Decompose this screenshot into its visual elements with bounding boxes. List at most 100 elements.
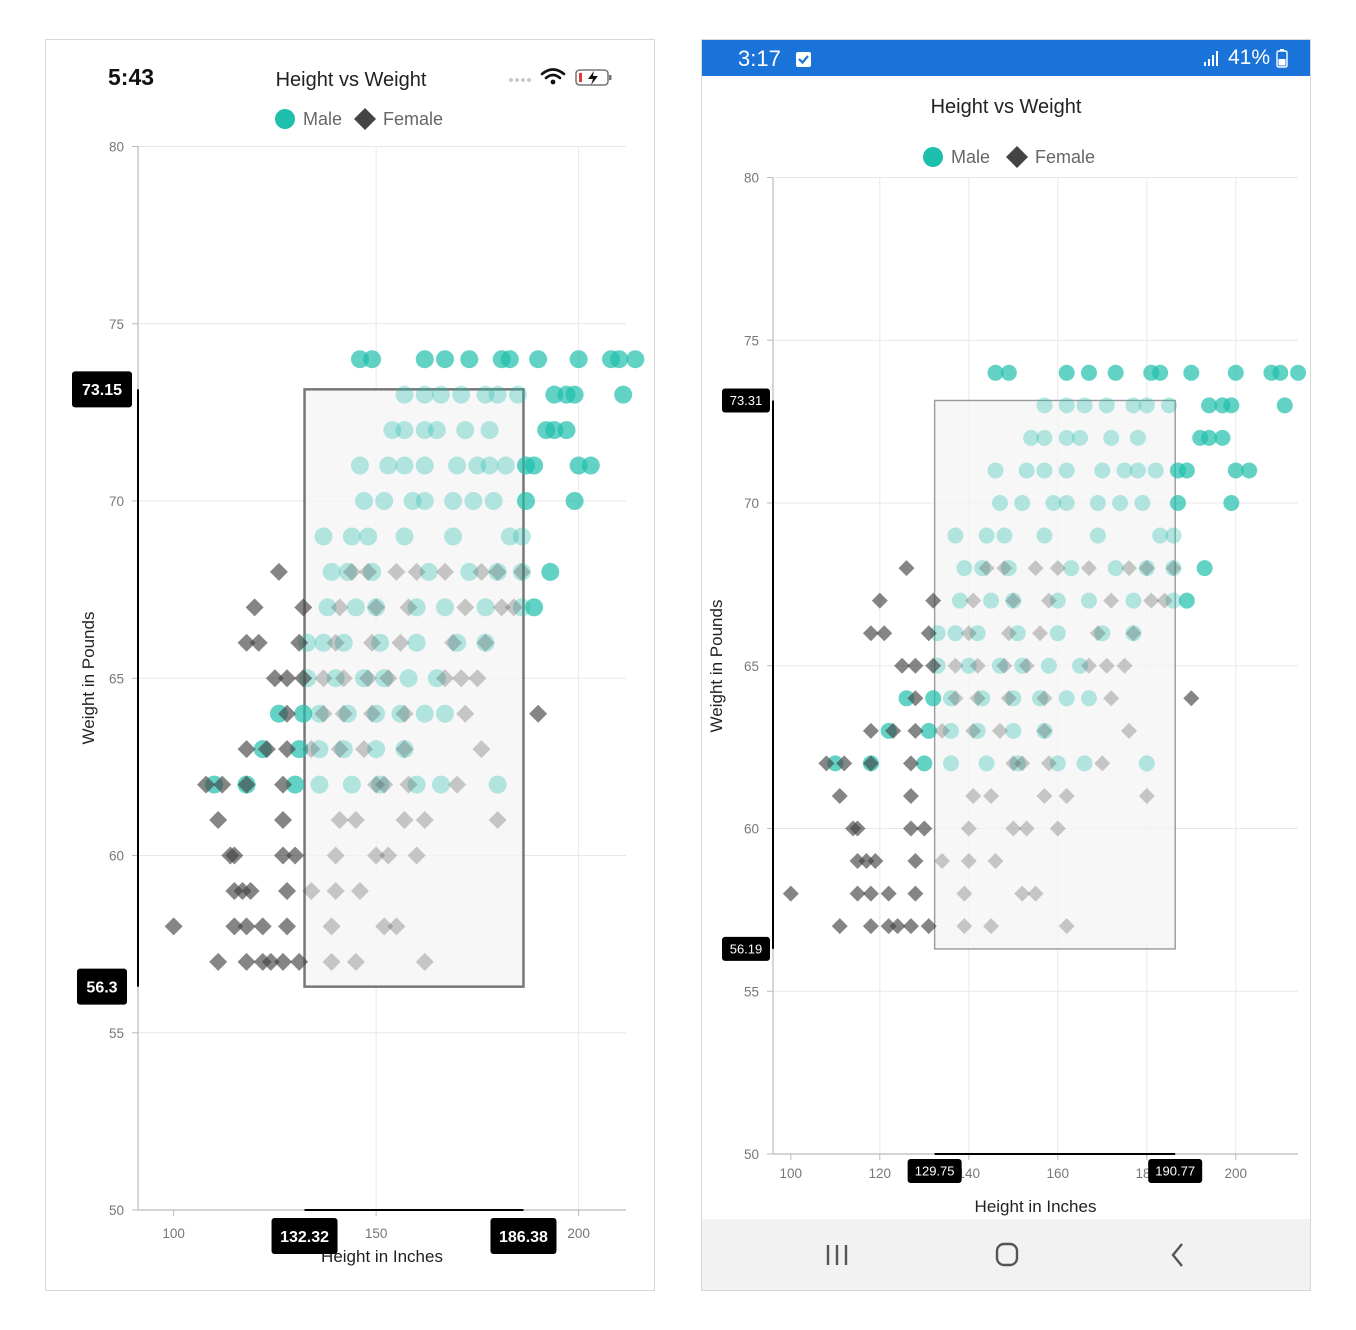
female-point[interactable] [907,690,924,707]
male-point[interactable] [1000,364,1017,381]
female-point[interactable] [934,853,951,870]
female-point[interactable] [1049,820,1066,837]
male-point[interactable] [1045,495,1062,511]
male-point[interactable] [947,625,964,642]
female-point[interactable] [363,633,382,652]
male-point[interactable] [367,704,386,723]
male-point[interactable] [1152,527,1169,544]
male-point[interactable] [565,492,584,510]
female-point[interactable] [468,669,487,688]
male-point[interactable] [1214,429,1231,446]
male-point[interactable] [496,456,515,475]
male-point[interactable] [827,755,844,772]
male-point[interactable] [500,527,519,546]
male-point[interactable] [614,385,633,404]
male-point[interactable] [1227,364,1244,381]
male-point[interactable] [391,704,410,723]
female-point[interactable] [1000,690,1017,707]
female-point[interactable] [488,811,507,830]
female-point[interactable] [862,885,879,902]
male-point[interactable] [1058,495,1075,511]
female-point[interactable] [925,592,942,609]
female-point[interactable] [960,820,977,837]
male-point[interactable] [448,456,467,475]
female-point[interactable] [818,755,835,772]
legend-male-marker[interactable] [923,147,943,167]
female-point[interactable] [947,690,964,707]
male-point[interactable] [1103,429,1120,446]
female-point[interactable] [225,846,244,865]
female-point[interactable] [1094,755,1111,772]
male-point[interactable] [354,492,373,510]
male-point[interactable] [1112,495,1129,511]
male-point[interactable] [464,492,483,510]
female-point[interactable] [302,740,321,759]
female-point[interactable] [278,704,297,723]
male-point[interactable] [395,527,414,546]
male-point[interactable] [452,385,471,404]
male-point[interactable] [929,625,946,642]
male-point[interactable] [1129,429,1146,446]
female-point[interactable] [245,598,264,617]
female-point[interactable] [314,704,333,723]
male-point[interactable] [431,385,450,404]
female-point[interactable] [1027,560,1044,577]
female-point[interactable] [858,853,875,870]
male-point[interactable] [956,560,973,577]
male-point[interactable] [569,350,588,369]
male-point[interactable] [610,350,629,369]
female-point[interactable] [302,881,321,900]
male-point[interactable] [1036,527,1053,544]
female-point[interactable] [273,811,292,830]
female-point[interactable] [1121,722,1137,739]
female-point[interactable] [363,704,382,723]
female-point[interactable] [407,846,426,865]
male-point[interactable] [1152,364,1169,381]
female-point[interactable] [444,633,463,652]
male-point[interactable] [448,633,467,652]
male-point[interactable] [512,527,531,546]
female-point[interactable] [947,657,964,674]
female-point[interactable] [529,704,548,723]
male-point[interactable] [1023,429,1040,446]
female-point[interactable] [1014,755,1031,772]
female-point[interactable] [334,669,353,688]
female-point[interactable] [880,918,897,935]
female-point[interactable] [261,952,280,971]
male-point[interactable] [419,562,438,581]
female-point[interactable] [278,881,297,900]
female-point[interactable] [237,740,256,759]
female-point[interactable] [969,657,986,674]
male-point[interactable] [444,527,463,546]
female-point[interactable] [330,811,349,830]
female-point[interactable] [1032,625,1048,642]
female-point[interactable] [395,740,414,759]
female-point[interactable] [894,657,911,674]
female-point[interactable] [831,918,848,935]
male-point[interactable] [943,690,959,707]
female-point[interactable] [346,811,365,830]
female-point[interactable] [452,669,471,688]
male-point[interactable] [460,350,479,369]
male-point[interactable] [488,385,507,404]
male-point[interactable] [1276,397,1293,414]
female-point[interactable] [862,918,879,935]
male-point[interactable] [476,633,495,652]
legend-male-marker[interactable] [275,109,295,129]
male-point[interactable] [1014,495,1031,511]
female-point[interactable] [849,885,866,902]
male-point[interactable] [898,690,915,707]
male-point[interactable] [1058,397,1075,414]
female-point[interactable] [1005,755,1022,772]
selection-rectangle[interactable] [933,399,1176,950]
female-point[interactable] [1125,625,1142,642]
female-point[interactable] [375,775,394,794]
male-point[interactable] [484,492,503,510]
male-point[interactable] [581,456,600,475]
male-point[interactable] [1089,527,1106,544]
female-point[interactable] [286,846,305,865]
male-point[interactable] [1183,364,1200,381]
female-point[interactable] [375,917,394,936]
female-point[interactable] [1156,592,1173,609]
female-point[interactable] [1040,592,1057,609]
